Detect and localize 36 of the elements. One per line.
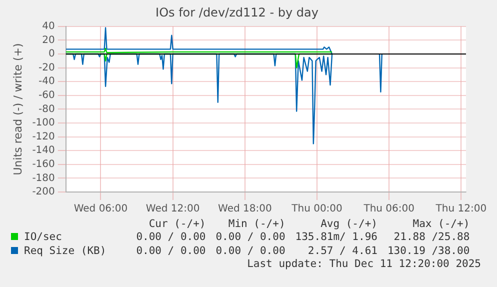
- x-tick-label: Thu 12:00: [434, 204, 487, 215]
- y-tick-label: -120: [32, 131, 55, 142]
- y-axis-title: Units read (-) / write (+): [11, 43, 24, 176]
- y-tick-label: -180: [32, 172, 55, 184]
- y-tick-label: 0: [48, 48, 55, 60]
- text: 21.88 /25.88: [392, 230, 470, 244]
- text: 2.57 / 4.61: [306, 244, 378, 258]
- y-tick-label: 40: [42, 20, 55, 32]
- text: 0.00 / 0.00: [135, 230, 206, 244]
- y-tick-label: -200: [32, 186, 55, 198]
- text: 0.00 / 0.00: [214, 244, 286, 258]
- x-tick-label: Wed 12:00: [146, 204, 200, 215]
- text: Max (-/+): [412, 218, 470, 230]
- x-tick-label: Thu 06:00: [362, 204, 414, 215]
- chart-title: IOs for /dev/zd112 - by day: [156, 5, 318, 20]
- x-tick-label: Wed 06:00: [74, 204, 128, 215]
- x-tick-label: Wed 18:00: [218, 204, 272, 215]
- y-tick-label: -60: [38, 90, 55, 101]
- text: Avg (-/+): [320, 218, 378, 230]
- text: 0.00 / 0.00: [135, 244, 206, 258]
- y-tick-label: -100: [32, 118, 55, 129]
- y-tick-label: -140: [32, 145, 55, 156]
- x-tick-label: Thu 00:00: [290, 204, 342, 215]
- text: 0.00 / 0.00: [214, 230, 286, 244]
- y-tick-label: -80: [38, 104, 55, 115]
- text: Last update: Thu Dec 11 12:20:00 2025: [246, 258, 482, 270]
- y-tick-label: -160: [32, 158, 55, 170]
- legend-label: Req Size (KB): [23, 244, 108, 258]
- text: 130.19 /38.00: [386, 244, 470, 258]
- legend-label: IO/sec: [23, 230, 63, 244]
- text: 135.81m/ 1.96: [294, 230, 378, 244]
- y-tick-label: 20: [42, 34, 55, 46]
- y-tick-label: -20: [38, 62, 55, 74]
- text: Cur (-/+): [148, 218, 206, 230]
- text: Min (-/+): [227, 218, 286, 230]
- y-tick-label: -40: [38, 76, 55, 88]
